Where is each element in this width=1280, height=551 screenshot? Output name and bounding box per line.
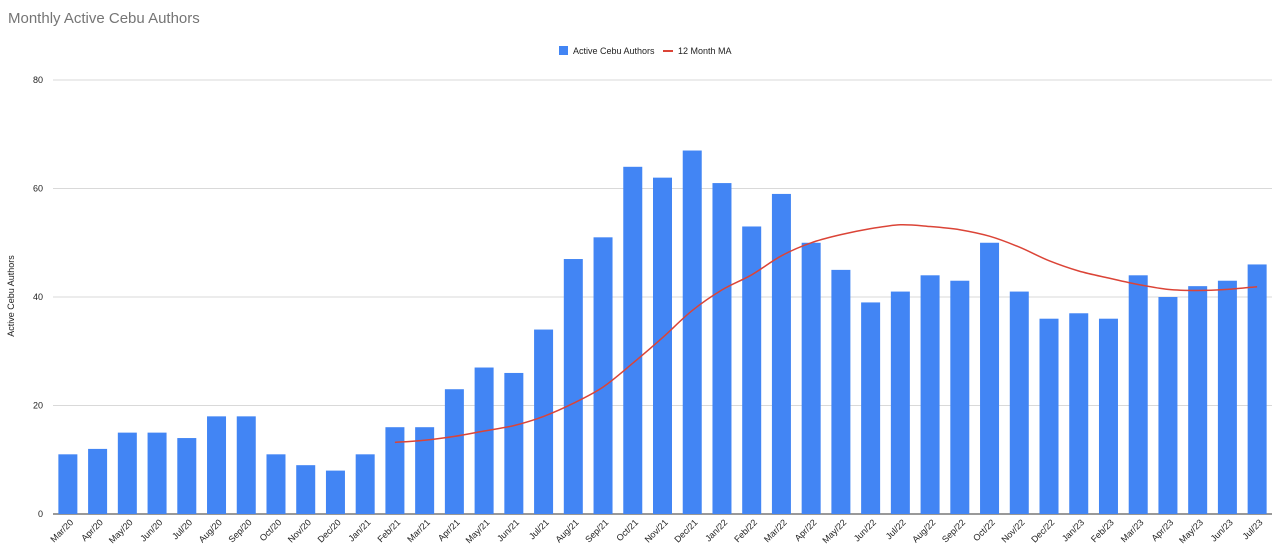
bar-Jul/22 bbox=[890, 291, 910, 514]
bar-May/21 bbox=[474, 367, 494, 514]
y-tick-label: 60 bbox=[33, 184, 43, 194]
x-tick-label: Nov/20 bbox=[286, 517, 313, 544]
x-tick-label: Mar/23 bbox=[1119, 517, 1146, 544]
bar-Oct/20 bbox=[266, 454, 286, 514]
bar-Dec/20 bbox=[325, 470, 345, 514]
bar-Nov/21 bbox=[653, 177, 672, 514]
x-tick-label: Apr/22 bbox=[793, 517, 819, 543]
x-tick-label: May/22 bbox=[820, 517, 848, 545]
legend-swatch-bar bbox=[559, 46, 568, 55]
y-axis-title: Active Cebu Authors bbox=[6, 255, 16, 337]
bar-series bbox=[58, 150, 1267, 515]
x-tick-label: Jun/22 bbox=[852, 517, 878, 543]
x-tick-label: Aug/22 bbox=[910, 517, 937, 544]
x-tick-label: Dec/20 bbox=[316, 517, 343, 544]
bar-Mar/22 bbox=[771, 193, 791, 515]
bar-Feb/22 bbox=[742, 226, 762, 514]
bar-Apr/22 bbox=[801, 242, 821, 514]
x-tick-label: Jun/23 bbox=[1209, 517, 1235, 543]
bar-Jan/23 bbox=[1069, 313, 1089, 514]
x-tick-label: Nov/22 bbox=[999, 517, 1026, 544]
bar-Nov/22 bbox=[1009, 291, 1029, 514]
bar-Apr/23 bbox=[1158, 297, 1178, 514]
bar-Feb/23 bbox=[1098, 318, 1118, 514]
legend: Active Cebu Authors 12 Month MA bbox=[559, 46, 732, 56]
x-tick-label: Aug/20 bbox=[197, 517, 224, 544]
bar-May/20 bbox=[117, 432, 137, 514]
x-tick-label: Jul/22 bbox=[884, 517, 908, 541]
bar-Jun/22 bbox=[861, 302, 881, 514]
x-tick-label: Jan/22 bbox=[703, 517, 729, 543]
bar-Sep/22 bbox=[950, 280, 970, 514]
line-series bbox=[394, 224, 1258, 444]
bar-Jul/23 bbox=[1247, 264, 1267, 514]
x-tick-label: Feb/22 bbox=[732, 517, 759, 544]
legend-label-bar: Active Cebu Authors bbox=[573, 46, 655, 56]
x-tick-label: Mar/20 bbox=[48, 517, 75, 544]
x-tick-label: Feb/21 bbox=[375, 517, 402, 544]
bar-Jun/23 bbox=[1217, 280, 1237, 514]
bar-May/23 bbox=[1188, 286, 1208, 514]
y-tick-label: 40 bbox=[33, 292, 43, 302]
x-tick-label: May/21 bbox=[464, 517, 492, 545]
bar-Mar/23 bbox=[1128, 275, 1148, 514]
bar-Jan/21 bbox=[355, 454, 375, 514]
x-tick-label: Dec/21 bbox=[672, 517, 699, 544]
bar-Apr/21 bbox=[444, 389, 464, 514]
x-tick-label: Dec/22 bbox=[1029, 517, 1056, 544]
bar-Apr/20 bbox=[88, 448, 108, 514]
x-tick-label: Jul/20 bbox=[170, 517, 194, 541]
x-tick-label: May/23 bbox=[1177, 517, 1205, 545]
x-tick-label: Oct/21 bbox=[614, 517, 640, 543]
x-tick-label: Oct/20 bbox=[258, 517, 284, 543]
bar-Feb/21 bbox=[385, 427, 405, 514]
line-12-month-ma bbox=[394, 224, 1258, 444]
bar-Oct/21 bbox=[623, 166, 643, 515]
x-tick-label: Apr/20 bbox=[79, 517, 105, 543]
x-tick-label: Mar/22 bbox=[762, 517, 789, 544]
y-tick-label: 80 bbox=[33, 75, 43, 85]
bar-May/22 bbox=[831, 269, 851, 514]
bar-Sep/21 bbox=[593, 237, 613, 514]
x-tick-label: Jun/21 bbox=[495, 517, 521, 543]
x-tick-label: Oct/22 bbox=[971, 517, 997, 543]
bar-Oct/22 bbox=[980, 242, 1000, 514]
bar-Jun/20 bbox=[147, 432, 167, 514]
x-tick-label: Apr/23 bbox=[1150, 517, 1176, 543]
x-tick-label: Feb/23 bbox=[1089, 517, 1116, 544]
bar-Aug/21 bbox=[563, 259, 583, 514]
x-tick-label: Jul/21 bbox=[527, 517, 551, 541]
x-tick-label: Apr/21 bbox=[436, 517, 462, 543]
x-tick-label: Mar/21 bbox=[405, 517, 432, 544]
x-tick-label: May/20 bbox=[107, 517, 135, 545]
bar-Jul/20 bbox=[177, 438, 197, 514]
bar-Aug/20 bbox=[207, 416, 227, 514]
x-tick-label: Jul/23 bbox=[1240, 517, 1264, 541]
x-tick-label: Sep/22 bbox=[940, 517, 967, 544]
bar-Dec/22 bbox=[1039, 318, 1059, 514]
bar-Mar/21 bbox=[415, 427, 435, 514]
bar-Nov/20 bbox=[296, 465, 316, 514]
x-tick-label: Sep/20 bbox=[226, 517, 253, 544]
bar-Aug/22 bbox=[920, 275, 940, 514]
x-tick-label: Jan/21 bbox=[346, 517, 372, 543]
bar-Jun/21 bbox=[504, 372, 524, 514]
bar-Jan/22 bbox=[712, 183, 732, 514]
chart-title: Monthly Active Cebu Authors bbox=[8, 10, 200, 27]
x-tick-label: Jun/20 bbox=[138, 517, 164, 543]
legend-label-line: 12 Month MA bbox=[678, 46, 732, 56]
x-tick-label: Nov/21 bbox=[643, 517, 670, 544]
x-tick-label: Jan/23 bbox=[1060, 517, 1086, 543]
bar-Mar/20 bbox=[58, 454, 78, 514]
x-tick-label: Sep/21 bbox=[583, 517, 610, 544]
y-tick-label: 20 bbox=[33, 401, 43, 411]
bar-Jul/21 bbox=[534, 329, 554, 514]
bar-Dec/21 bbox=[682, 150, 702, 514]
bar-Sep/20 bbox=[236, 416, 256, 514]
y-tick-label: 0 bbox=[38, 509, 43, 519]
x-tick-label: Aug/21 bbox=[553, 517, 580, 544]
